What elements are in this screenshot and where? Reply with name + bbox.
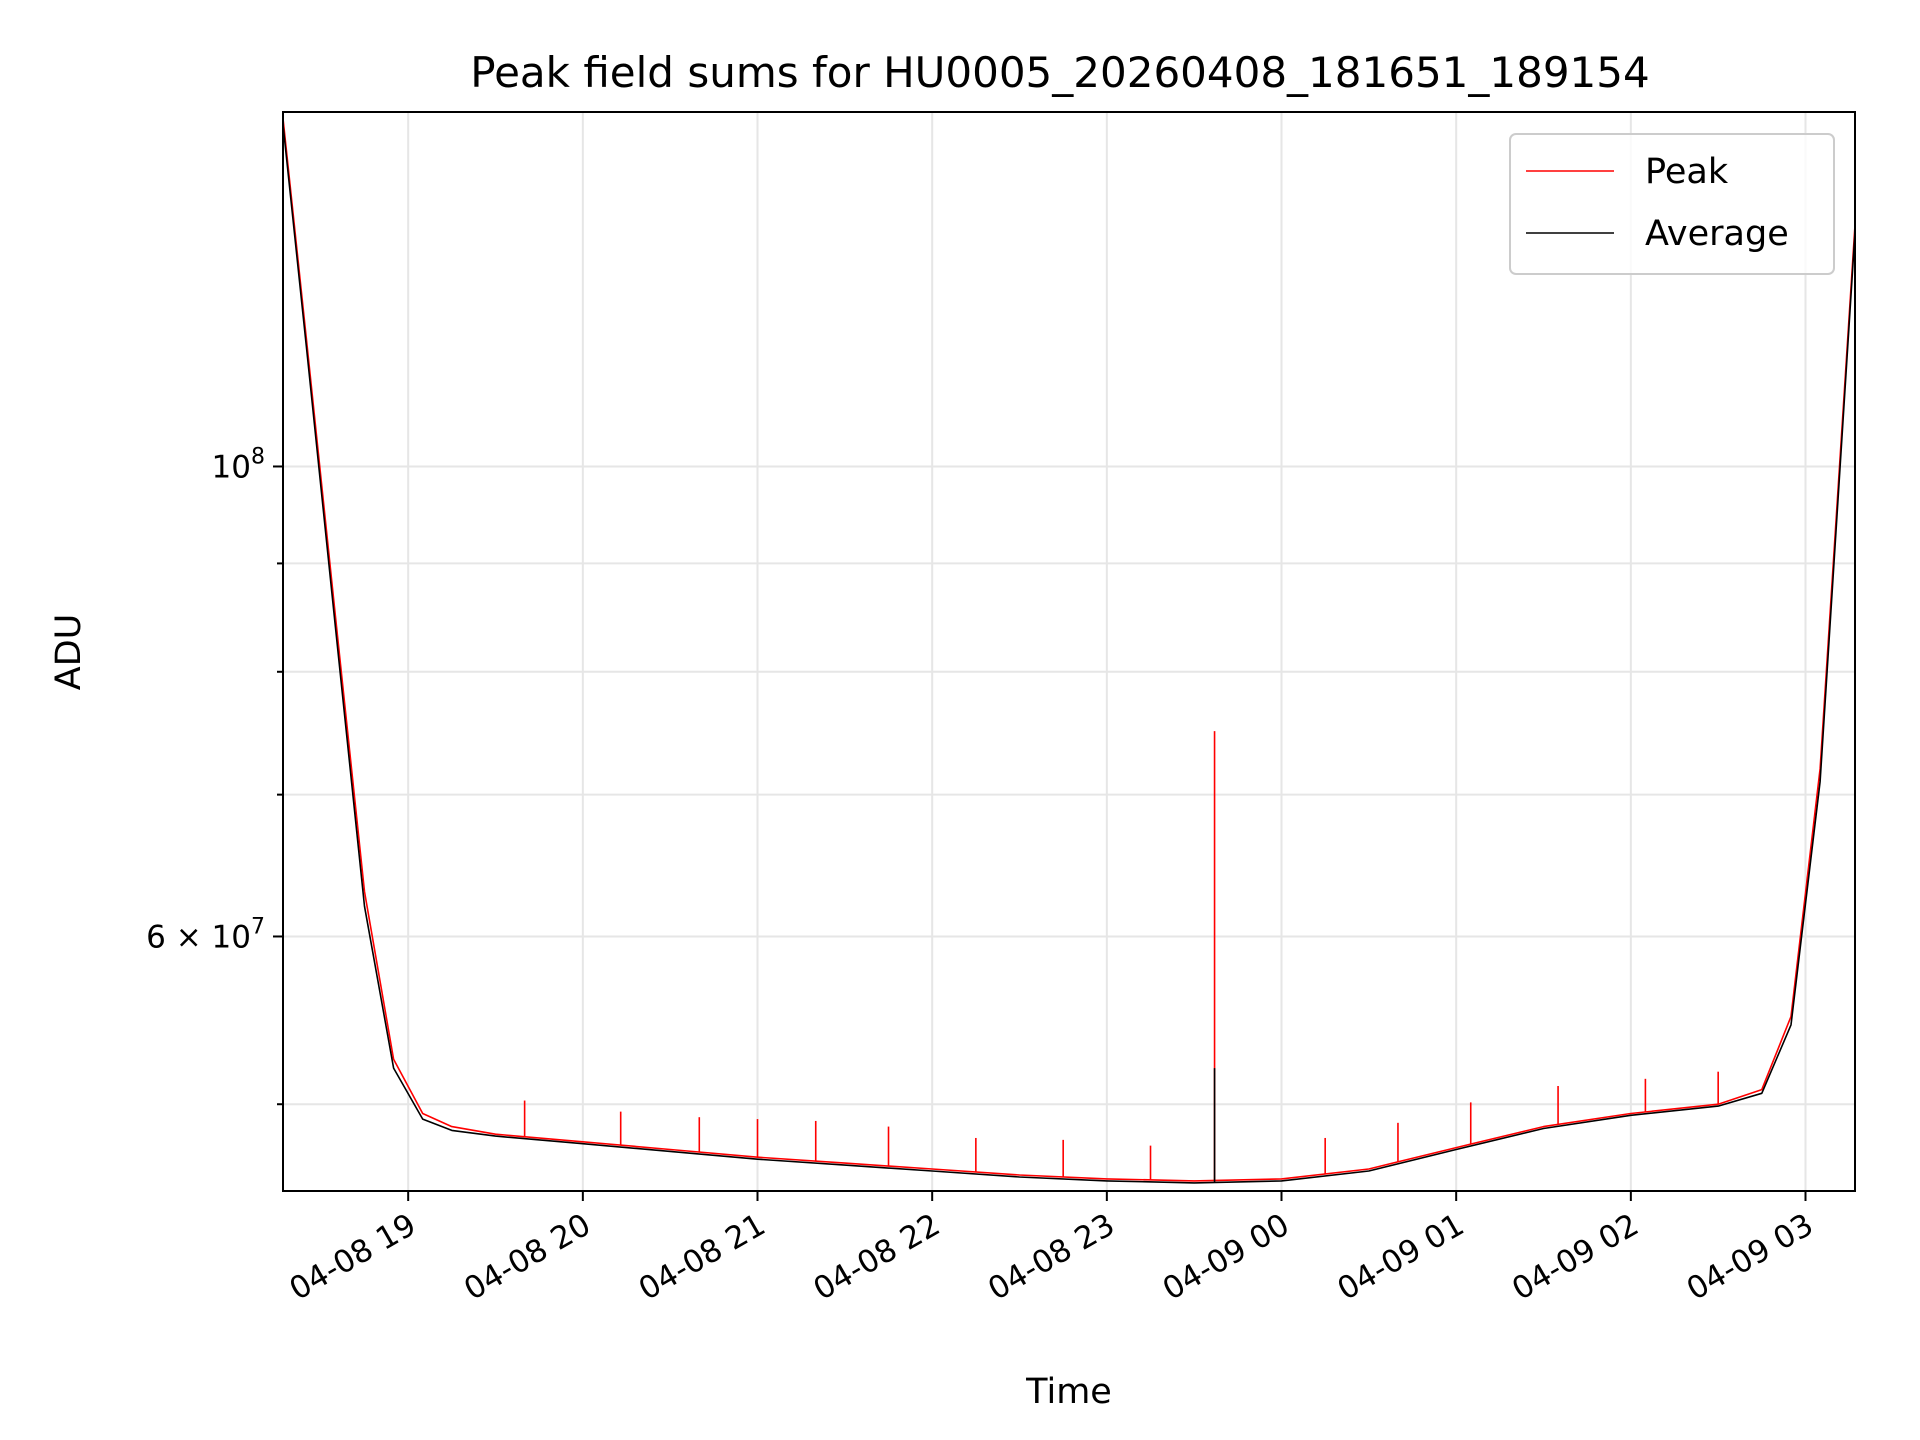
- legend-average-label: Average: [1645, 214, 1789, 254]
- series-layer: [283, 118, 1855, 1184]
- legend-box: [1509, 133, 1835, 275]
- y-tick-label: 6 × 107: [146, 914, 265, 955]
- y-axis: 108 6 × 107: [146, 444, 283, 1106]
- y-tick-label: 108: [212, 444, 265, 485]
- series-average: [283, 124, 1855, 1184]
- series-line: [283, 124, 1855, 1184]
- chart-title: Peak field sums for HU0005_20260408_1816…: [470, 48, 1649, 97]
- x-axis-label: Time: [1025, 1372, 1112, 1412]
- legend-peak-label: Peak: [1645, 152, 1729, 192]
- y-axis-label: ADU: [49, 614, 89, 691]
- legend: Peak Average: [1509, 133, 1835, 275]
- plot-area: [283, 118, 1855, 1184]
- grid: [283, 112, 1855, 1191]
- series-peak: [283, 118, 1855, 1182]
- plot-frame: [282, 111, 1856, 1192]
- series-line: [283, 118, 1855, 1182]
